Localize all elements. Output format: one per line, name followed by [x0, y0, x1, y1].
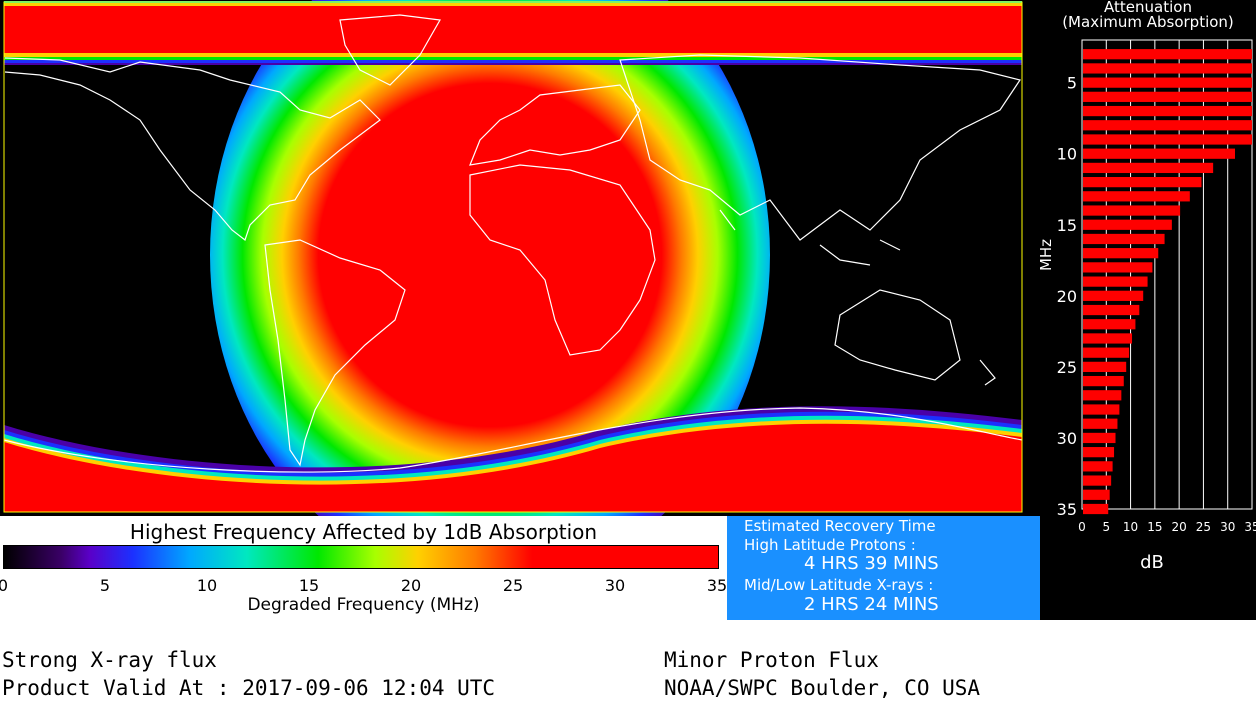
attenuation-bar: [1083, 304, 1140, 316]
attenuation-subtitle: (Maximum Absorption): [1062, 13, 1234, 31]
y-tick-label: 15: [1057, 216, 1077, 235]
x-tick-label: 5: [1102, 520, 1110, 534]
y-tick-label: 10: [1057, 145, 1077, 164]
attenuation-bar: [1083, 404, 1120, 415]
attenuation-bar: [1083, 63, 1252, 74]
greenland-coast: [339, 14, 441, 86]
x-tick-label: 30: [1220, 520, 1235, 534]
plot-frame: [1081, 39, 1253, 510]
asia-coast: [619, 54, 1021, 241]
attenuation-bar: [1083, 162, 1214, 174]
recovery-box: Estimated Recovery Time High Latitude Pr…: [727, 516, 1040, 620]
attenuation-bar: [1083, 447, 1115, 458]
antarctica-coast: [3, 407, 1023, 473]
islands-coast: [719, 209, 996, 386]
colorbar-tick-label: 0: [0, 576, 9, 595]
attenuation-panel: Attenuation (Maximum Absorption) 5 10 15 20…: [1040, 0, 1256, 620]
attenuation-bar: [1083, 49, 1252, 60]
proton-flux-status: Minor Proton Flux: [664, 648, 879, 672]
north-polar-band: [4, 1, 1022, 65]
australia-coast: [834, 289, 961, 381]
colorbar-tick-label: 20: [400, 576, 422, 595]
attenuation-bar: [1083, 205, 1181, 216]
attenuation-bar: [1083, 262, 1153, 273]
y-tick-label: 25: [1057, 358, 1077, 377]
agency-credit: NOAA/SWPC Boulder, CO USA: [664, 676, 981, 700]
attenuation-bar: [1083, 219, 1172, 230]
x-tick-label: 35: [1244, 520, 1256, 534]
colorbar-title: Highest Frequency Affected by 1dB Absorp…: [129, 520, 598, 544]
attenuation-bar: [1083, 489, 1110, 500]
attenuation-bar: [1083, 418, 1118, 429]
attenuation-bar: [1083, 77, 1252, 88]
x-tick-label: 15: [1147, 520, 1162, 534]
xray-flux-status: Strong X-ray flux: [2, 648, 217, 672]
colorbar-tick-label: 15: [298, 576, 320, 595]
attenuation-bar: [1083, 390, 1122, 401]
absorption-map-svg: [3, 0, 1023, 516]
attenuation-title: Attenuation: [1104, 0, 1192, 16]
x-tick-label: 0: [1078, 520, 1086, 534]
colorbar-tick-label: 35: [706, 576, 728, 595]
attenuation-bar: [1083, 290, 1144, 301]
attenuation-bar: [1083, 191, 1190, 202]
dayside-absorption-region: [210, 0, 770, 516]
x-axis-label: dB: [1140, 552, 1164, 573]
colorbar-gradient: [3, 545, 719, 569]
y-tick-label: 35: [1057, 500, 1077, 519]
coastlines: [3, 14, 1023, 473]
attenuation-bar: [1083, 233, 1165, 245]
attenuation-bar: [1083, 333, 1133, 344]
x-tick-label: 25: [1196, 520, 1211, 534]
mid-latitude-value: 2 HRS 24 MINS: [804, 594, 939, 615]
africa-coast: [469, 164, 656, 356]
y-tick-label: 20: [1057, 287, 1077, 306]
attenuation-bar: [1083, 120, 1252, 131]
y-axis-label: MHz: [1040, 239, 1055, 271]
colorbar-area: Highest Frequency Affected by 1dB Absorp…: [0, 516, 727, 620]
colorbar-tick-label: 10: [196, 576, 218, 595]
attenuation-bar: [1083, 461, 1113, 472]
attenuation-bar: [1083, 347, 1130, 358]
attenuation-bar: [1083, 319, 1136, 330]
europe-coast: [469, 84, 641, 166]
south-polar-band: [4, 406, 1022, 512]
high-latitude-value: 4 HRS 39 MINS: [804, 553, 939, 574]
product-valid-time: Product Valid At : 2017-09-06 12:04 UTC: [2, 676, 496, 700]
x-tick-label: 10: [1123, 520, 1138, 534]
attenuation-bar: [1083, 148, 1235, 159]
north-america-coast: [4, 57, 381, 241]
attenuation-bar: [1083, 276, 1148, 287]
attenuation-bar: [1083, 503, 1109, 515]
attenuation-bar: [1083, 91, 1252, 102]
attenuation-bar: [1083, 105, 1252, 117]
attenuation-bar: [1083, 177, 1202, 188]
attenuation-bar: [1083, 134, 1252, 145]
recovery-title: Estimated Recovery Time: [744, 517, 936, 535]
colorbar-xlabel: Degraded Frequency (MHz): [247, 595, 480, 615]
attenuation-bar: [1083, 248, 1159, 259]
mid-latitude-label: Mid/Low Latitude X-rays :: [744, 576, 934, 594]
high-latitude-label: High Latitude Protons :: [744, 536, 916, 554]
attenuation-bar: [1083, 475, 1112, 486]
x-tick-label: 20: [1172, 520, 1187, 534]
colorbar-tick-label: 5: [99, 576, 111, 595]
attenuation-bar: [1083, 432, 1116, 444]
map-frame: [3, 1, 1023, 513]
y-tick-label: 5: [1067, 74, 1077, 93]
colorbar-tick-label: 30: [604, 576, 626, 595]
absorption-map: [0, 0, 1040, 516]
south-america-coast: [264, 239, 406, 467]
attenuation-bar: [1083, 375, 1124, 387]
attenuation-bar: [1083, 361, 1127, 372]
y-tick-label: 30: [1057, 429, 1077, 448]
colorbar-tick-label: 25: [502, 576, 524, 595]
